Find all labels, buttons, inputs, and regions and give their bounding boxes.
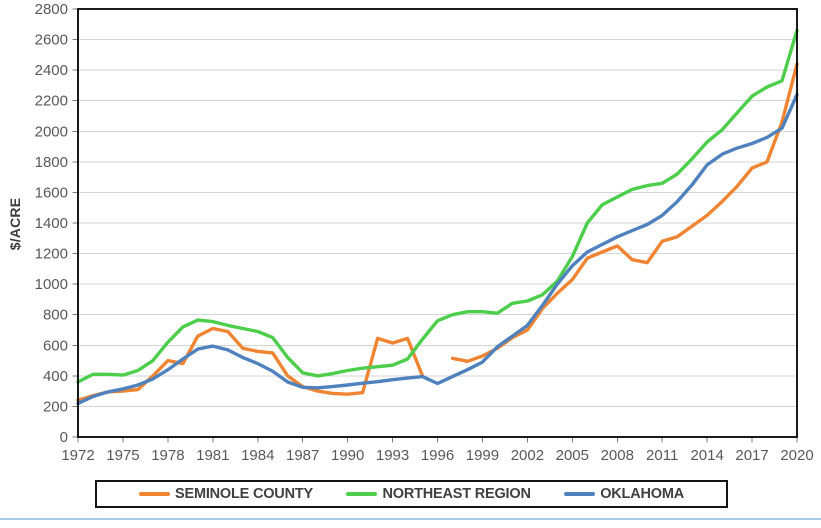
bottom-accent-strip: [0, 518, 821, 520]
x-axis-tick-label: 2014: [690, 447, 723, 464]
plot-border: [77, 8, 798, 438]
x-axis-tick-label: 1975: [106, 447, 139, 464]
x-axis-tick-label: 2005: [556, 447, 589, 464]
y-axis-tick-label: 2200: [35, 93, 68, 110]
y-axis-tick-label: 1000: [35, 276, 68, 293]
northeast-region-line-swatch: [346, 492, 378, 496]
x-axis-tick-label: 1987: [286, 447, 319, 464]
northeast-region-line: [76, 28, 799, 384]
oklahoma-line-swatch: [564, 492, 596, 496]
y-axis-tick-label: 2800: [35, 1, 68, 18]
x-axis-tick-label: 1990: [331, 447, 364, 464]
y-axis-tick-label: 800: [43, 307, 68, 324]
seminole-county-line: [76, 326, 425, 402]
y-axis-tick-label: 1200: [35, 246, 68, 263]
x-axis-tick-label: 1993: [376, 447, 409, 464]
y-axis-tick-label: 0: [60, 429, 68, 446]
x-axis-tick-label: 1999: [466, 447, 499, 464]
x-axis-tick-label: 2017: [735, 447, 768, 464]
y-axis-tick-label: 2400: [35, 62, 68, 79]
y-axis-title: $/ACRE: [7, 197, 23, 251]
y-axis-tick-label: 600: [43, 337, 68, 354]
y-axis-tick-label: 1800: [35, 154, 68, 171]
y-axis-tick-label: 200: [43, 398, 68, 415]
legend-label: NORTHEAST REGION: [382, 486, 531, 502]
seminole-county-line-swatch: [139, 492, 170, 496]
y-axis-tick-label: 1400: [35, 215, 68, 232]
y-axis-tick-label: 2600: [35, 32, 68, 49]
legend-item-oklahoma: OKLAHOMA: [564, 486, 684, 502]
legend-item-northeast-region: NORTHEAST REGION: [346, 486, 531, 502]
seminole-county-line: [450, 62, 799, 363]
legend-label: SEMINOLE COUNTY: [175, 486, 313, 502]
x-axis-tick-label: 1978: [151, 447, 184, 464]
y-axis-tick-label: 1600: [35, 184, 68, 201]
y-axis-tick-label: 400: [43, 368, 68, 385]
x-axis-tick-label: 1981: [196, 447, 229, 464]
oklahoma-line: [76, 92, 799, 406]
x-axis-tick-label: 1996: [421, 447, 454, 464]
x-axis-tick-label: 2008: [601, 447, 634, 464]
legend-label: OKLAHOMA: [600, 486, 684, 502]
legend-item-seminole-county: SEMINOLE COUNTY: [139, 486, 313, 502]
x-axis-tick-label: 2002: [511, 447, 544, 464]
chart-legend: SEMINOLE COUNTY NORTHEAST REGION OKLAHOM…: [95, 480, 728, 508]
x-axis-tick-label: 2020: [780, 447, 813, 464]
y-axis-tick-label: 2000: [35, 123, 68, 140]
x-axis-tick-label: 1984: [241, 447, 274, 464]
x-axis-tick-label: 2011: [646, 447, 678, 464]
x-axis-tick-label: 1972: [61, 447, 94, 464]
